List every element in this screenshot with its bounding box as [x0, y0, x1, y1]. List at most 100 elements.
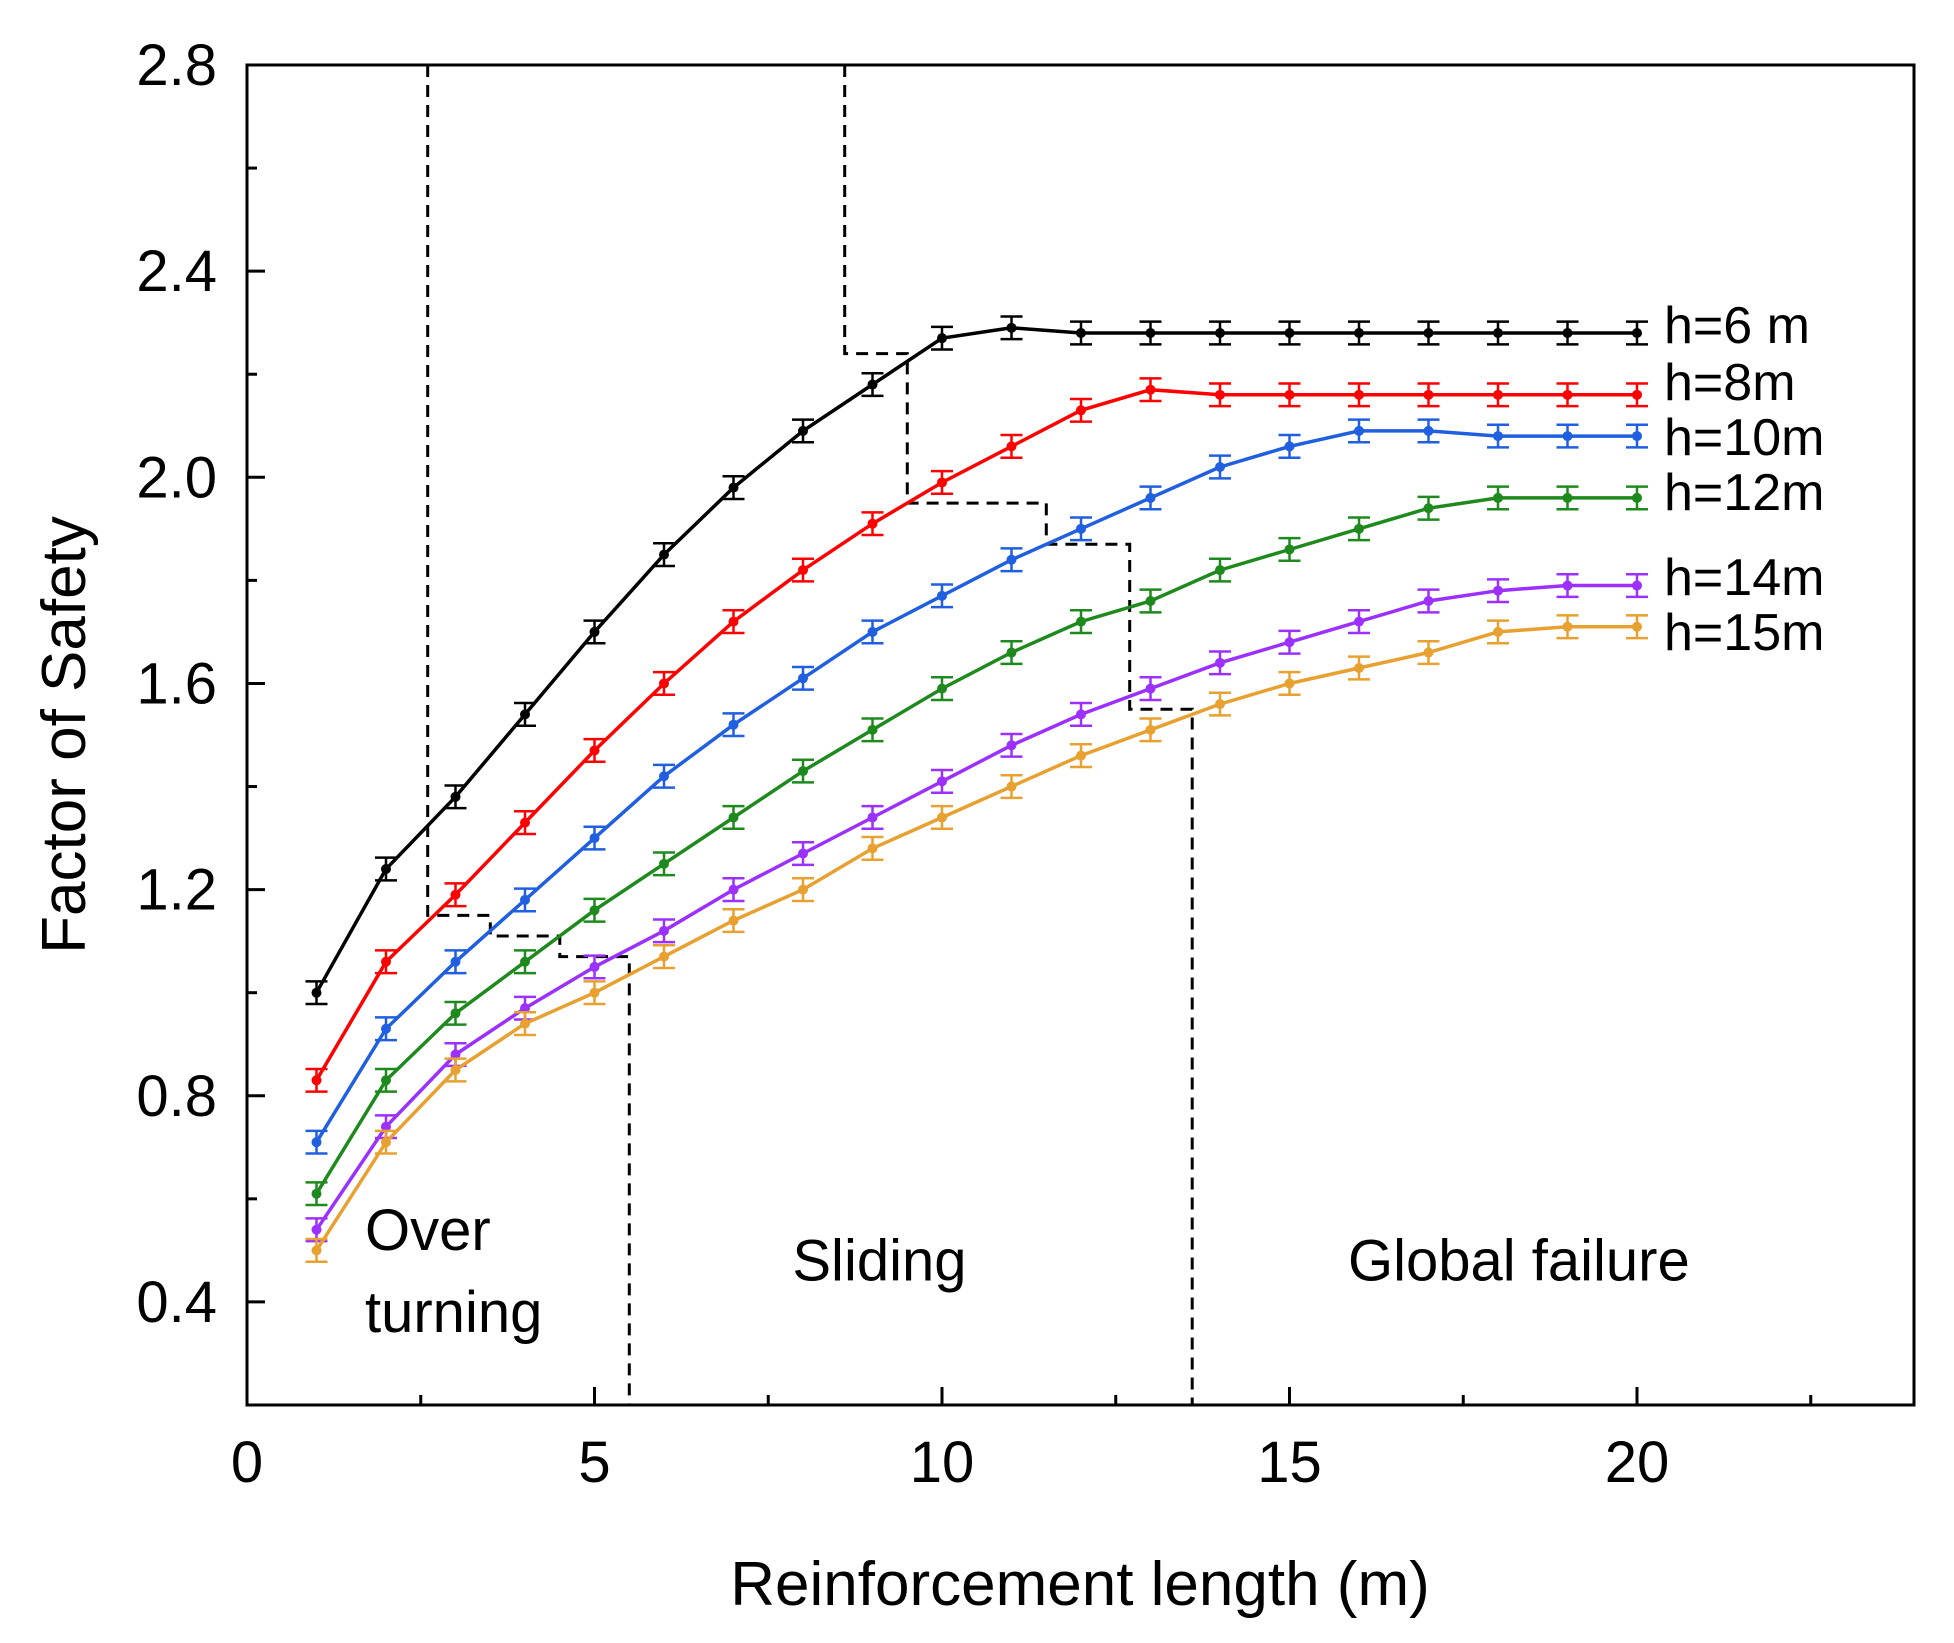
data-point — [1423, 328, 1434, 338]
data-point — [1145, 384, 1156, 395]
series-line — [314, 387, 1637, 1082]
data-point — [937, 776, 947, 787]
data-point — [381, 864, 391, 874]
data-point — [1145, 328, 1156, 338]
data-point — [1632, 389, 1642, 400]
data-point — [798, 766, 808, 777]
data-point — [1215, 462, 1225, 472]
y-tick-label: 1.2 — [136, 858, 217, 923]
data-point — [1562, 431, 1573, 442]
data-point — [589, 626, 600, 637]
data-point — [1284, 441, 1295, 452]
data-point — [1562, 621, 1573, 632]
data-point — [450, 791, 461, 802]
region-label-overturning: turning — [365, 1280, 542, 1345]
y-tick-label: 2.4 — [136, 239, 217, 304]
data-point — [589, 745, 600, 756]
data-point — [1284, 544, 1295, 555]
data-point — [1493, 585, 1503, 596]
legend-label: h=8m — [1664, 354, 1796, 412]
data-point — [1562, 328, 1573, 338]
series-2 — [305, 418, 1648, 1155]
data-point — [1215, 389, 1225, 400]
data-point — [1284, 389, 1295, 400]
data-point — [937, 333, 947, 344]
data-point — [937, 477, 947, 488]
data-point — [798, 884, 808, 895]
region-labels: Over turning Sliding Global failure — [365, 1198, 1690, 1345]
data-point — [867, 518, 878, 529]
data-point — [1423, 503, 1434, 514]
series-3 — [305, 485, 1648, 1207]
data-point — [1006, 554, 1017, 565]
legend-label: h=15m — [1664, 604, 1824, 662]
series-line — [315, 625, 1637, 1252]
data-point — [1006, 647, 1017, 658]
data-point — [1493, 492, 1503, 503]
data-point — [1076, 750, 1086, 761]
data-point — [1076, 709, 1086, 720]
data-point — [311, 1188, 322, 1199]
data-point — [659, 771, 669, 782]
data-point — [867, 626, 878, 637]
data-point — [1215, 565, 1225, 576]
data-point — [450, 956, 461, 967]
data-point — [311, 1075, 322, 1086]
data-point — [1493, 431, 1503, 442]
data-point — [798, 673, 808, 684]
series-5 — [305, 614, 1648, 1263]
y-tick-label: 2.8 — [136, 33, 217, 98]
data-point — [1354, 328, 1364, 338]
data-point — [867, 379, 878, 390]
data-point — [659, 858, 669, 869]
data-point — [1632, 328, 1642, 338]
data-point — [1632, 431, 1642, 442]
data-point — [381, 1121, 391, 1132]
data-point — [937, 590, 947, 601]
data-point — [381, 956, 391, 967]
data-point — [311, 1245, 322, 1256]
data-point — [1006, 781, 1017, 792]
data-point — [589, 905, 600, 916]
y-tick-label: 2.0 — [136, 445, 217, 510]
data-point — [1284, 678, 1295, 689]
data-point — [728, 812, 739, 823]
data-point — [1354, 663, 1364, 673]
data-point — [1006, 740, 1017, 751]
data-point — [728, 482, 739, 493]
data-point — [1423, 425, 1434, 436]
data-point — [1423, 596, 1434, 606]
series-0 — [305, 315, 1648, 1006]
x-tick-label: 10 — [910, 1430, 975, 1495]
data-point — [381, 1023, 391, 1034]
data-point — [867, 724, 878, 735]
data-point — [798, 425, 808, 436]
series-line — [315, 429, 1637, 1144]
y-tick-label: 1.6 — [136, 651, 217, 716]
legend-label: h=12m — [1664, 464, 1824, 522]
data-point — [520, 817, 530, 828]
data-point — [589, 987, 600, 998]
data-point — [1076, 616, 1086, 627]
data-point — [1145, 724, 1156, 735]
axes: 0 5 10 15 20 0.4 0.8 1.2 1.6 2.0 2.4 2.8 — [136, 33, 1813, 1495]
data-point — [728, 616, 739, 627]
data-point — [1354, 616, 1364, 627]
data-point — [381, 1137, 391, 1148]
legend-label: h=14m — [1664, 549, 1824, 607]
data-point — [311, 987, 322, 998]
legend-label: h=6 m — [1664, 297, 1810, 355]
data-point — [867, 843, 878, 854]
data-point — [589, 833, 600, 844]
data-point — [520, 956, 530, 967]
data-point — [1562, 389, 1573, 400]
data-point — [450, 1008, 461, 1019]
data-point — [1493, 389, 1503, 400]
data-point — [798, 565, 808, 576]
data-point — [311, 1224, 322, 1235]
data-point — [1076, 523, 1086, 534]
data-point — [520, 1018, 530, 1029]
x-tick-label: 0 — [231, 1430, 263, 1495]
